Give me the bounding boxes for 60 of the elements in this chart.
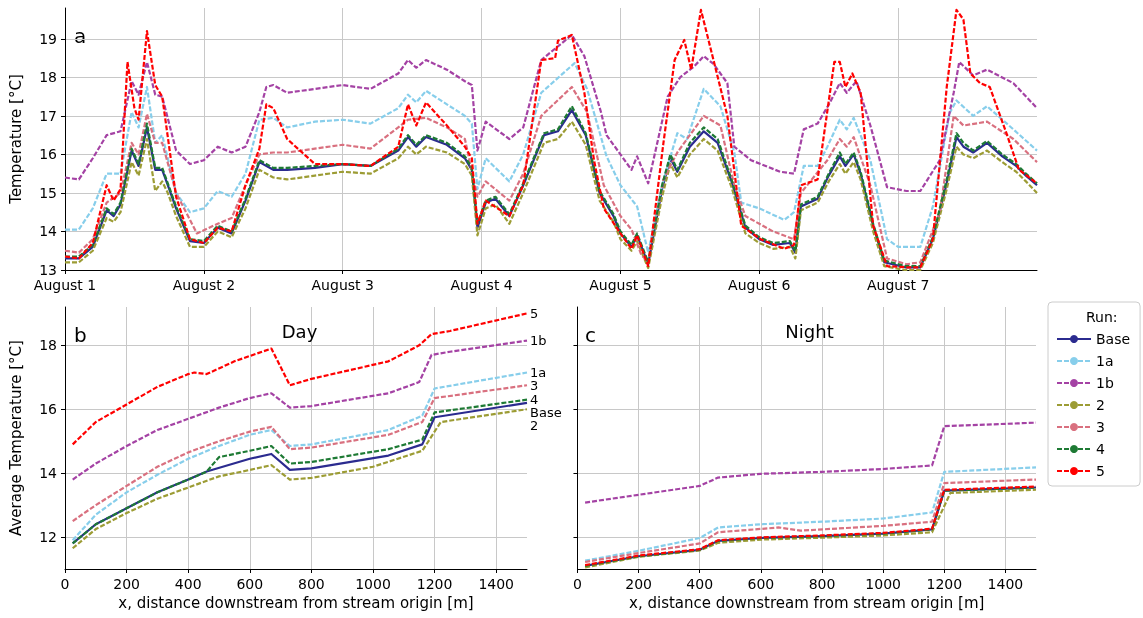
x-tick-label: 400 xyxy=(686,576,714,592)
line-series xyxy=(71,312,529,446)
y-tick-label: 18 xyxy=(39,337,57,354)
x-tick-label: 200 xyxy=(625,576,652,592)
x-tick-label: August 1 xyxy=(33,277,97,293)
x-tick-label: 1000 xyxy=(865,576,901,592)
x-tick-label: 1200 xyxy=(416,576,453,592)
series-label: 2 xyxy=(530,418,539,434)
x-tick-label: August 5 xyxy=(589,277,652,293)
x-tick-label: 0 xyxy=(572,576,582,592)
x-tick-label: August 6 xyxy=(728,277,791,293)
legend-label: Base xyxy=(1096,331,1131,347)
x-tick-label: 200 xyxy=(113,576,140,592)
series-label: 5 xyxy=(530,305,539,321)
y-tick-label: 15 xyxy=(39,184,57,201)
y-tick-label: 16 xyxy=(39,146,58,163)
x-tick-label: August 4 xyxy=(450,277,513,293)
legend-label: 1a xyxy=(1096,353,1114,369)
series-label: 3 xyxy=(530,378,539,393)
annotation: c xyxy=(585,323,596,347)
x-tick-label: 600 xyxy=(747,576,775,592)
x-tick-label: 800 xyxy=(298,576,325,592)
y-tick-label: 14 xyxy=(39,465,58,482)
y-axis-title: Temperature [°C] xyxy=(6,74,25,205)
annotation: b xyxy=(74,323,87,347)
text: Night xyxy=(785,320,834,342)
series-label: Base xyxy=(530,405,562,421)
legend-label: 4 xyxy=(1096,441,1105,457)
y-axis-title: Average Temperature [°C] xyxy=(6,340,25,536)
x-axis-title: x, distance downstream from stream origin [m] xyxy=(118,594,474,613)
y-tick-label: 18 xyxy=(39,69,57,86)
y-tick-label: 19 xyxy=(39,30,57,47)
legend-title: Run: xyxy=(1086,309,1118,325)
line-series xyxy=(71,371,529,542)
y-tick-label: 16 xyxy=(39,401,58,418)
x-tick-label: 1400 xyxy=(987,576,1024,592)
x-tick-label: 800 xyxy=(808,576,836,592)
x-tick-label: 1200 xyxy=(926,576,963,592)
text: Day xyxy=(281,320,318,342)
x-axis-title: x, distance downstream from stream origin [m] xyxy=(629,594,985,613)
x-tick-label: 1400 xyxy=(478,576,515,592)
x-tick-label: 0 xyxy=(60,576,70,592)
series-label: 1a xyxy=(530,365,547,380)
y-tick-label: 14 xyxy=(39,223,58,240)
x-tick-label: August 7 xyxy=(866,277,930,293)
x-tick-label: 400 xyxy=(174,576,202,592)
y-tick-label: 17 xyxy=(39,107,57,124)
legend-label: 2 xyxy=(1096,397,1105,413)
x-tick-label: August 3 xyxy=(311,277,374,293)
y-tick-label: 12 xyxy=(39,529,57,546)
line-series xyxy=(71,384,529,523)
x-tick-label: 1000 xyxy=(355,576,391,592)
legend-label: 1b xyxy=(1096,375,1114,391)
legend-label: 5 xyxy=(1096,463,1105,479)
x-tick-label: 600 xyxy=(236,576,264,592)
y-tick-label: 13 xyxy=(39,262,57,278)
legend-label: 3 xyxy=(1096,419,1105,435)
x-tick-label: August 2 xyxy=(172,277,236,293)
series-label: 1b xyxy=(530,333,547,349)
series-label: 4 xyxy=(530,392,539,408)
